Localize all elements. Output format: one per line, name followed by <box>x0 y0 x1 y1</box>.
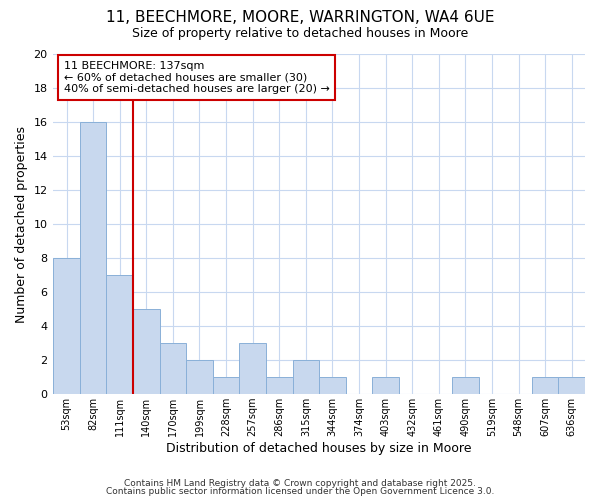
Text: 11 BEECHMORE: 137sqm
← 60% of detached houses are smaller (30)
40% of semi-detac: 11 BEECHMORE: 137sqm ← 60% of detached h… <box>64 61 330 94</box>
Text: Size of property relative to detached houses in Moore: Size of property relative to detached ho… <box>132 28 468 40</box>
Bar <box>213 377 239 394</box>
Bar <box>293 360 319 394</box>
Bar <box>532 377 559 394</box>
Bar <box>266 377 293 394</box>
Bar <box>160 343 186 394</box>
Y-axis label: Number of detached properties: Number of detached properties <box>15 126 28 322</box>
Bar <box>80 122 106 394</box>
Bar <box>133 309 160 394</box>
Bar <box>372 377 399 394</box>
Bar <box>53 258 80 394</box>
Bar <box>239 343 266 394</box>
Bar <box>106 275 133 394</box>
Text: 11, BEECHMORE, MOORE, WARRINGTON, WA4 6UE: 11, BEECHMORE, MOORE, WARRINGTON, WA4 6U… <box>106 10 494 25</box>
Bar <box>186 360 213 394</box>
Bar <box>452 377 479 394</box>
Bar <box>319 377 346 394</box>
Text: Contains HM Land Registry data © Crown copyright and database right 2025.: Contains HM Land Registry data © Crown c… <box>124 478 476 488</box>
X-axis label: Distribution of detached houses by size in Moore: Distribution of detached houses by size … <box>166 442 472 455</box>
Bar <box>559 377 585 394</box>
Text: Contains public sector information licensed under the Open Government Licence 3.: Contains public sector information licen… <box>106 487 494 496</box>
